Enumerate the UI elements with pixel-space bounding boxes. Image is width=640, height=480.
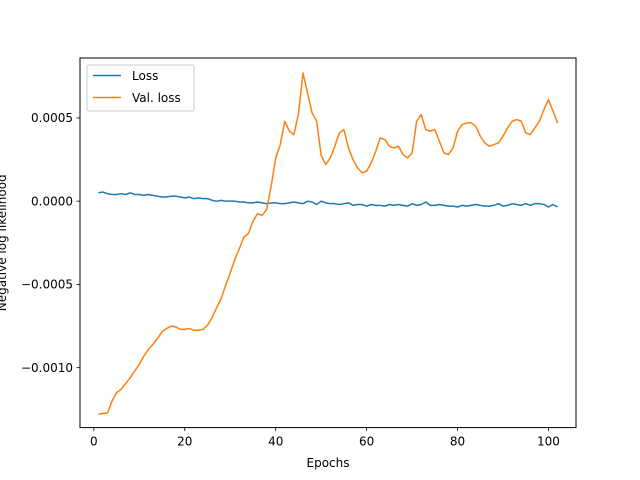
x-tick-label: 80 — [450, 435, 465, 449]
y-axis: −0.0010 −0.0005 0.0000 0.0005 — [21, 111, 80, 375]
x-tick-label: 100 — [537, 435, 560, 449]
series-line-loss — [98, 191, 558, 208]
y-tick-label: −0.0005 — [21, 278, 73, 292]
y-tick-label: −0.0010 — [21, 361, 73, 375]
legend-label-val-loss: Val. loss — [132, 91, 181, 105]
x-axis: 0 20 40 60 80 100 — [90, 427, 560, 449]
legend: Loss Val. loss — [86, 64, 195, 112]
x-tick-label: 20 — [177, 435, 192, 449]
x-tick-label: 60 — [359, 435, 374, 449]
x-axis-label: Epochs — [307, 456, 350, 470]
series-layer — [98, 72, 559, 416]
x-tick-label: 0 — [90, 435, 98, 449]
series-line-val-loss — [98, 72, 559, 416]
y-axis-label: Negative log likelihood — [0, 174, 9, 311]
axes-frame — [79, 57, 577, 429]
legend-label-loss: Loss — [132, 69, 158, 83]
y-tick-label: 0.0005 — [31, 111, 73, 125]
legend-box — [86, 64, 195, 112]
y-tick-label: 0.0000 — [31, 194, 73, 208]
x-tick-label: 40 — [268, 435, 283, 449]
